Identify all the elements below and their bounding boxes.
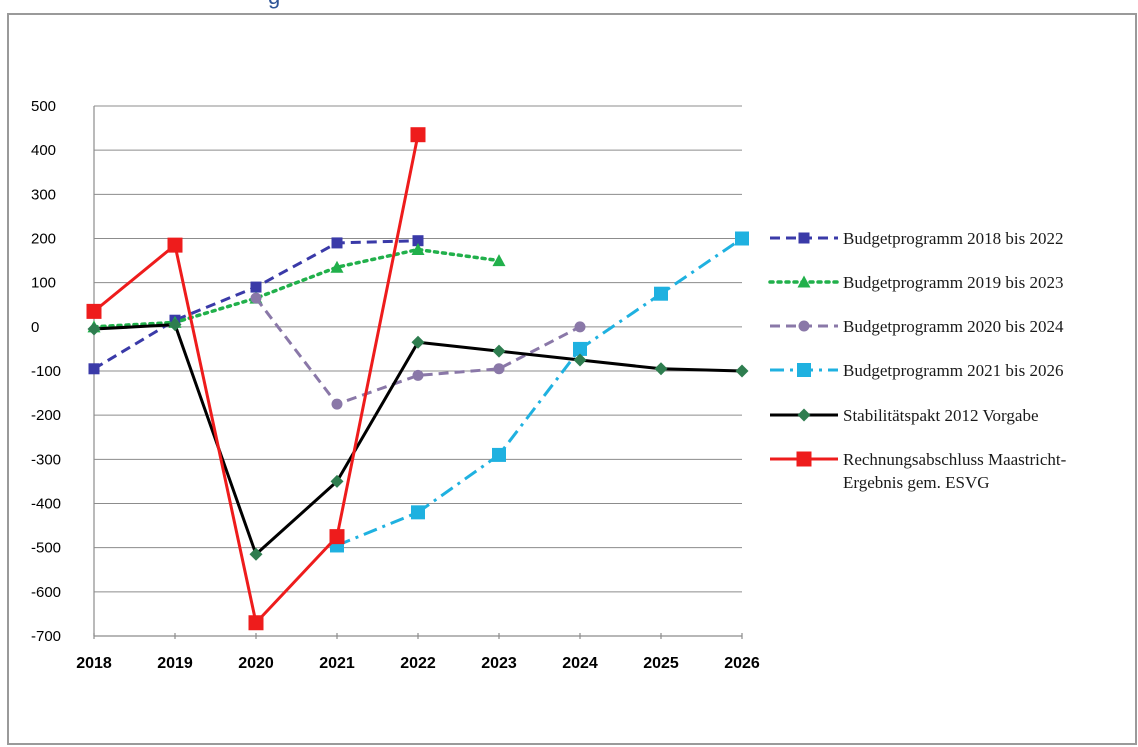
- x-tick-label: 2023: [481, 655, 517, 672]
- legend-label: Budgetprogramm 2018 bis 2022: [843, 229, 1064, 248]
- legend-item-rechnungsabschluss-maastricht-ergebnis-gem-esvg: Rechnungsabschluss Maastricht- Ergebnis g…: [770, 450, 1067, 492]
- legend-item-budgetprogramm-2018-bis-2022: Budgetprogramm 2018 bis 2022: [770, 229, 1064, 248]
- data-point: [88, 363, 100, 375]
- legend-marker: [797, 275, 811, 288]
- y-tick-label: -500: [31, 540, 61, 557]
- series-stabilit-tspakt-2012-vorgabe: [87, 318, 749, 561]
- data-point: [250, 281, 262, 293]
- y-tick-label: 300: [31, 186, 56, 203]
- data-point: [248, 615, 264, 631]
- legend-item-budgetprogramm-2020-bis-2024: Budgetprogramm 2020 bis 2024: [770, 317, 1064, 336]
- data-point: [86, 303, 102, 319]
- data-point: [87, 322, 101, 336]
- data-point: [412, 369, 424, 381]
- data-point: [330, 260, 344, 273]
- chart-frame: [7, 13, 1137, 745]
- series-line: [254, 297, 581, 406]
- data-point: [411, 335, 425, 349]
- data-point: [411, 243, 425, 256]
- series-budgetprogramm-2021-bis-2026: [330, 231, 749, 553]
- x-tick-label: 2026: [724, 655, 760, 672]
- y-tick-label: 0: [31, 319, 39, 336]
- legend: Budgetprogramm 2018 bis 2022 Budgetprogra…: [768, 229, 1067, 492]
- data-point: [735, 364, 749, 378]
- data-point: [167, 237, 183, 253]
- legend-label: Rechnungsabschluss Maastricht-: [843, 450, 1067, 469]
- x-tick-label: 2021: [319, 655, 355, 672]
- x-tick-label: 2025: [643, 655, 679, 672]
- data-point: [412, 235, 424, 247]
- y-tick-label: -600: [31, 584, 61, 601]
- data-point: [330, 474, 344, 488]
- legend-item-budgetprogramm-2021-bis-2026: Budgetprogramm 2021 bis 2026: [770, 361, 1064, 380]
- data-point: [410, 127, 426, 143]
- legend-marker: [796, 451, 812, 467]
- chart-title-fragment: g: [268, 0, 280, 9]
- y-tick-label: 400: [31, 142, 56, 159]
- series-lines: [86, 127, 749, 631]
- data-point: [654, 362, 668, 376]
- legend-marker: [797, 408, 811, 422]
- data-point: [493, 363, 505, 375]
- series-line: [336, 237, 743, 547]
- y-tick-label: -100: [31, 363, 61, 380]
- x-tick-label: 2020: [238, 655, 274, 672]
- data-point: [168, 318, 182, 332]
- data-point: [654, 286, 668, 301]
- x-tick-label: 2019: [157, 655, 193, 672]
- data-point: [411, 505, 425, 520]
- x-tick-label: 2024: [562, 655, 598, 672]
- data-point: [329, 529, 345, 545]
- legend-label: Budgetprogramm 2020 bis 2024: [843, 317, 1064, 336]
- data-point: [492, 447, 506, 462]
- series-rechnungsabschluss-maastricht-ergebnis-gem-esvg: [86, 127, 426, 631]
- legend-item-stabilit-tspakt-2012-vorgabe: Stabilitätspakt 2012 Vorgabe: [770, 406, 1039, 425]
- legend-label: Budgetprogramm 2019 bis 2023: [843, 273, 1064, 292]
- y-tick-label: 100: [31, 275, 56, 292]
- legend-label: Stabilitätspakt 2012 Vorgabe: [843, 406, 1039, 425]
- data-point: [492, 344, 506, 358]
- y-tick-label: -400: [31, 496, 61, 513]
- data-point: [492, 254, 506, 267]
- y-tick-label: -200: [31, 407, 61, 424]
- data-point: [573, 353, 587, 367]
- data-point: [331, 398, 343, 410]
- y-tick-label: -700: [31, 628, 61, 645]
- y-tick-labels: 500 400 300 200 100 0 -100 -200 -300 -400 -500 -600…: [31, 98, 61, 645]
- data-point: [250, 292, 262, 304]
- legend-label: Budgetprogramm 2021 bis 2026: [843, 361, 1064, 380]
- data-point: [331, 237, 343, 249]
- x-tick-labels: 2018 2019 2020 2021 2022 2023 2024 2025 2026: [76, 655, 760, 672]
- x-tick-label: 2022: [400, 655, 436, 672]
- data-point: [574, 321, 586, 333]
- x-tick-label: 2018: [76, 655, 112, 672]
- legend-item-budgetprogramm-2019-bis-2023: Budgetprogramm 2019 bis 2023: [768, 273, 1064, 292]
- legend-marker: [798, 232, 810, 244]
- series-line: [92, 247, 501, 329]
- legend-label: Ergebnis gem. ESVG: [843, 473, 990, 492]
- legend-marker: [798, 320, 810, 332]
- y-tick-label: 200: [31, 231, 56, 248]
- legend-marker: [797, 363, 811, 377]
- y-tick-label: 500: [31, 98, 56, 115]
- data-point: [735, 231, 749, 246]
- data-point: [573, 341, 587, 356]
- y-tick-label: -300: [31, 451, 61, 468]
- data-point: [249, 547, 263, 561]
- series-budgetprogramm-2020-bis-2024: [250, 292, 586, 410]
